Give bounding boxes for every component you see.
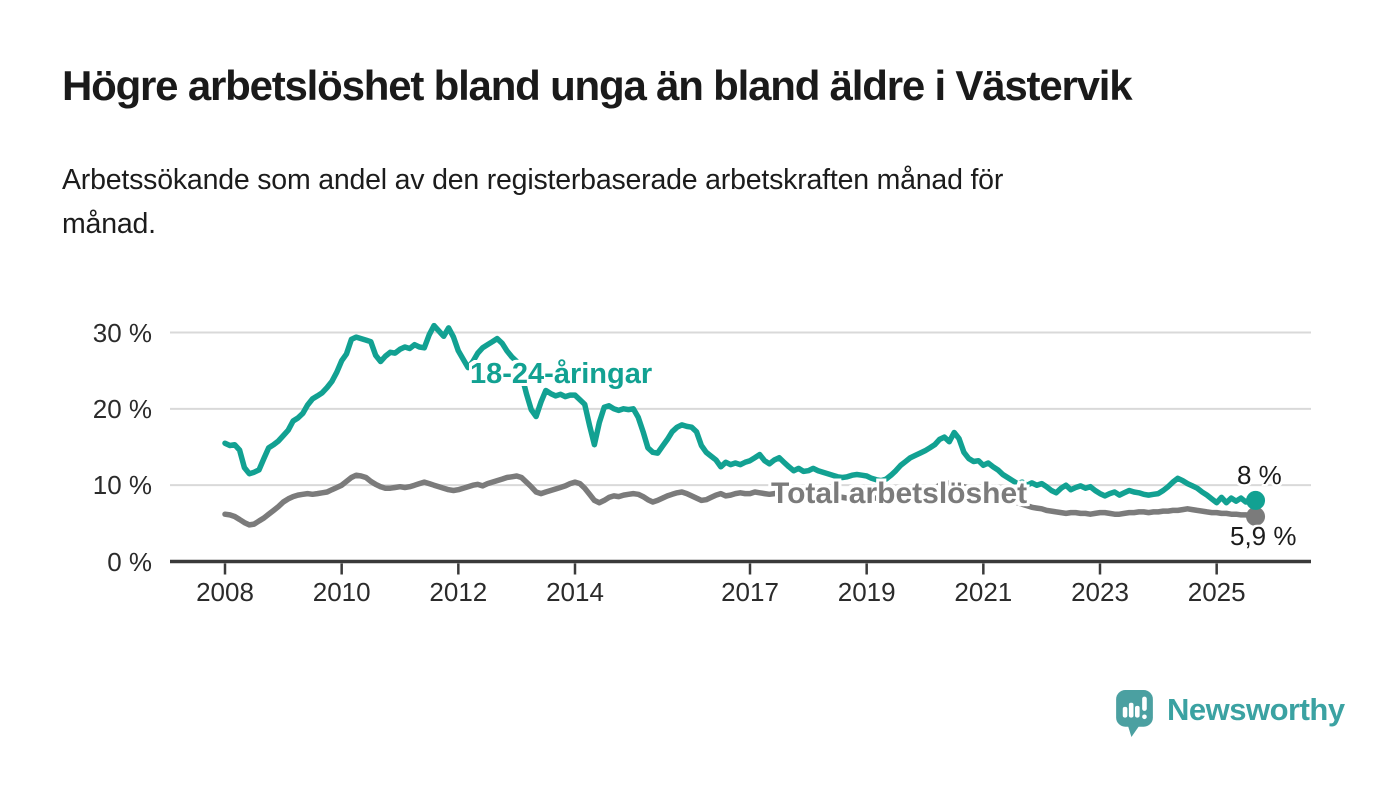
newsworthy-logo-text: Newsworthy [1167, 692, 1345, 727]
gridlines [170, 331, 1311, 487]
newsworthy-logo-icon [1116, 690, 1153, 737]
y-axis-label: 0 % [107, 546, 152, 577]
x-axis-tick-label: 2021 [954, 577, 1013, 607]
newsworthy-logo: Newsworthy [1116, 690, 1345, 750]
end-value-label-youth: 8 % [1237, 460, 1282, 490]
chart-subtitle-line-2: månad. [62, 208, 156, 240]
y-axis-label: 20 % [92, 393, 152, 424]
x-axis-tick-label: 2019 [837, 577, 896, 607]
y-axis-label: 10 % [92, 470, 152, 501]
x-axis-tick-label: 2025 [1187, 577, 1246, 607]
x-axis-tick-label: 2017 [721, 577, 779, 607]
x-axis [170, 559, 1311, 575]
x-axis-tick-label: 2023 [1071, 577, 1129, 607]
x-axis-tick-label: 2008 [196, 577, 254, 607]
series-label-total: Total arbetslöshet [771, 477, 1028, 510]
end-value-label-total: 5,9 % [1230, 521, 1297, 551]
series-lines [222, 322, 1259, 528]
series-label-youth: 18-24-åringar [470, 358, 653, 390]
x-axis-tick-label: 2014 [546, 577, 604, 607]
series-end-dots [1246, 490, 1266, 526]
x-axis-tick-label: 2012 [429, 577, 488, 607]
chart-subtitle-line-1: Arbetssökande som andel av den registerb… [62, 164, 1004, 196]
y-axis-label: 30 % [92, 317, 152, 348]
x-axis-tick-label: 2010 [312, 577, 371, 607]
page-title: Högre arbetslöshet bland unga än bland ä… [62, 62, 1133, 109]
